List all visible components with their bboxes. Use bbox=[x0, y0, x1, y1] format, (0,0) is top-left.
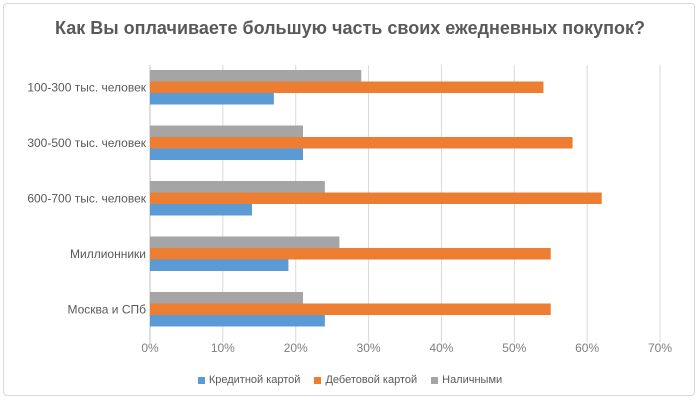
category-label: 300-500 тыс. человек bbox=[27, 136, 146, 150]
bar-4-series-1 bbox=[150, 303, 551, 315]
bar-1-series-1 bbox=[150, 137, 573, 149]
chart-title: Как Вы оплачиваете большую часть своих е… bbox=[55, 18, 645, 38]
legend-swatch bbox=[431, 376, 439, 384]
x-tick-label: 10% bbox=[211, 341, 235, 355]
bar-2-series-0 bbox=[150, 204, 252, 216]
legend-item: Кредитной картой bbox=[197, 374, 301, 386]
x-tick-label: 0% bbox=[141, 341, 159, 355]
legend-label: Наличными bbox=[442, 374, 503, 386]
legend-item: Дебетовой картой bbox=[314, 374, 417, 386]
x-tick-label: 50% bbox=[502, 341, 526, 355]
bar-3-series-0 bbox=[150, 259, 289, 271]
legend: Кредитной картой Дебетовой картой Наличным… bbox=[0, 374, 700, 386]
bar-4-series-0 bbox=[150, 315, 325, 327]
x-tick-label: 30% bbox=[357, 341, 381, 355]
x-tick-label: 40% bbox=[429, 341, 453, 355]
bar-1-series-0 bbox=[150, 148, 303, 160]
bar-4-series-2 bbox=[150, 292, 303, 304]
x-tick-label: 20% bbox=[284, 341, 308, 355]
legend-label: Кредитной картой bbox=[208, 374, 301, 386]
chart-frame bbox=[3, 3, 695, 396]
bar-0-series-0 bbox=[150, 93, 274, 105]
bar-3-series-1 bbox=[150, 248, 551, 260]
bar-0-series-2 bbox=[150, 70, 362, 82]
legend-label: Дебетовой картой bbox=[325, 374, 418, 386]
bar-1-series-2 bbox=[150, 125, 303, 137]
category-label: 100-300 тыс. человек bbox=[27, 80, 146, 94]
bar-3-series-2 bbox=[150, 236, 340, 248]
legend-item: Наличными bbox=[431, 374, 502, 386]
category-label: Москва и СПб bbox=[67, 302, 146, 316]
x-tick-label: 60% bbox=[575, 341, 599, 355]
bar-2-series-1 bbox=[150, 192, 602, 204]
x-tick-label: 70% bbox=[648, 341, 672, 355]
bar-0-series-1 bbox=[150, 81, 544, 93]
bar-2-series-2 bbox=[150, 181, 325, 193]
legend-swatch bbox=[197, 376, 205, 384]
legend-swatch bbox=[314, 376, 322, 384]
category-label: 600-700 тыс. человек bbox=[27, 191, 146, 205]
category-label: Миллионники bbox=[70, 247, 146, 261]
